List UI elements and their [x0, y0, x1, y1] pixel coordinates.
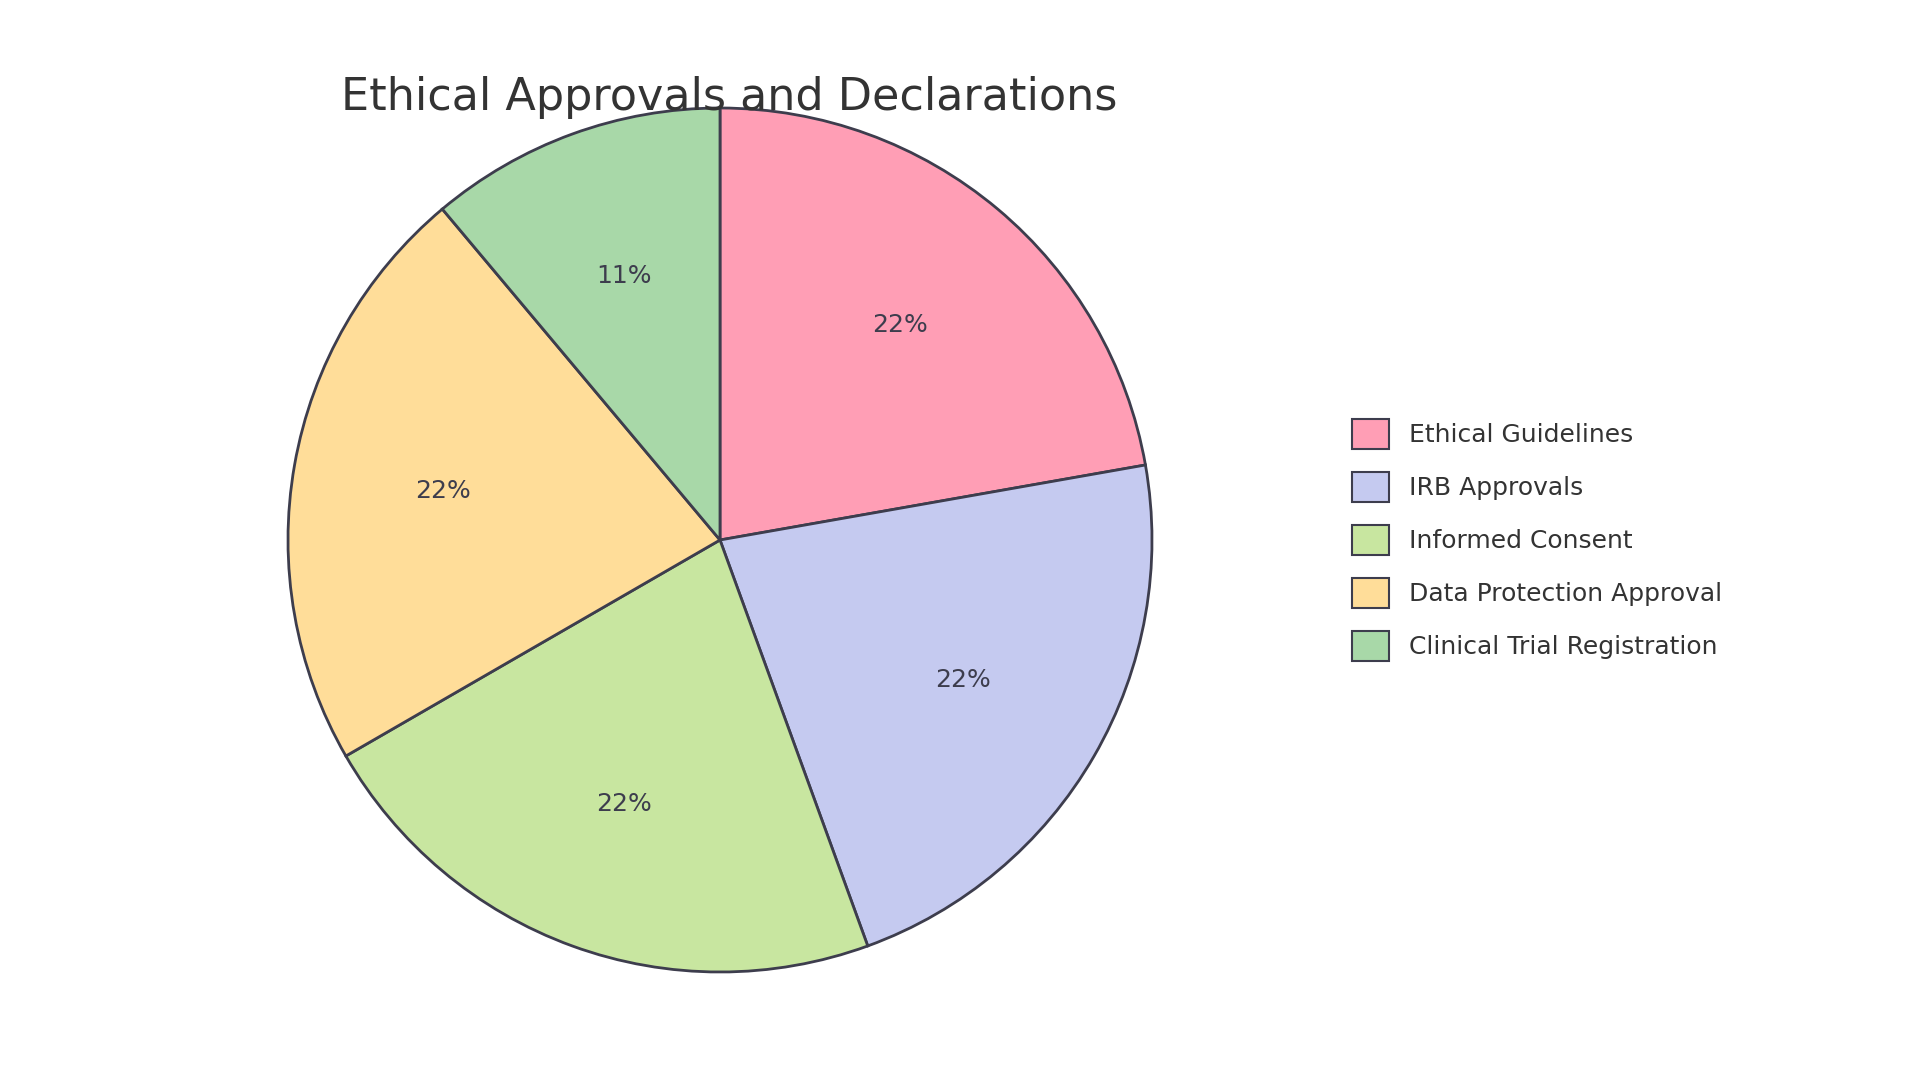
- Wedge shape: [288, 210, 720, 756]
- Wedge shape: [720, 108, 1146, 540]
- Wedge shape: [346, 540, 868, 972]
- Legend: Ethical Guidelines, IRB Approvals, Informed Consent, Data Protection Approval, C: Ethical Guidelines, IRB Approvals, Infor…: [1327, 394, 1747, 686]
- Text: 22%: 22%: [415, 480, 470, 503]
- Wedge shape: [442, 108, 720, 540]
- Text: 22%: 22%: [935, 669, 991, 692]
- Text: Ethical Approvals and Declarations: Ethical Approvals and Declarations: [342, 76, 1117, 119]
- Text: 22%: 22%: [872, 313, 929, 337]
- Text: 22%: 22%: [595, 792, 651, 815]
- Text: 11%: 11%: [597, 265, 651, 288]
- Wedge shape: [720, 465, 1152, 946]
